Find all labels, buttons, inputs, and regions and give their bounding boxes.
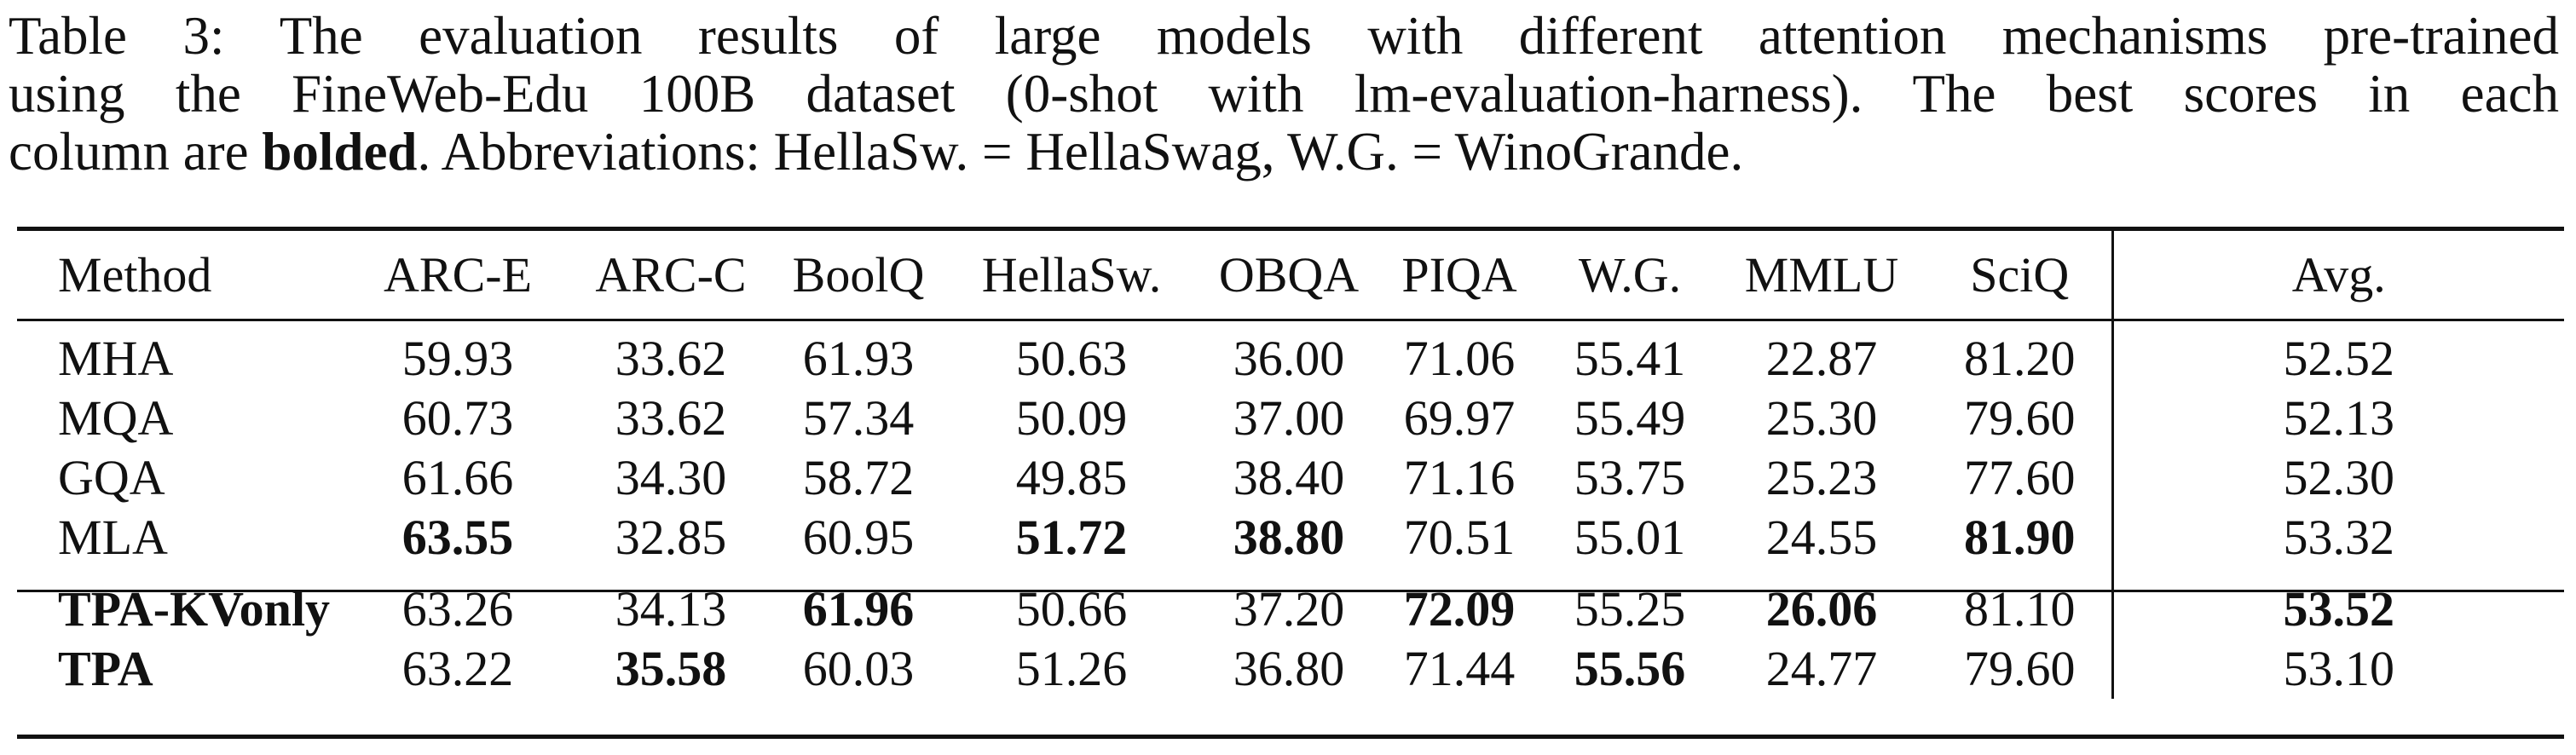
method-cell: MHA [58,331,174,386]
boolq-cell: 61.96 [802,581,915,637]
hellaswag-cell: 50.63 [1015,331,1128,386]
caption-line-2: using the FineWeb-Edu 100B dataset (0-sh… [9,64,2559,124]
piqa-cell: 69.97 [1403,390,1516,446]
arc-e-cell: 60.73 [401,390,514,446]
top-rule [17,227,2564,231]
table-row: MHA 59.93 33.62 61.93 50.63 36.00 71.06 55.41 22… [17,319,2564,389]
sciq-cell: 77.60 [1928,448,2114,508]
caption-line-1: Table 3: The evaluation results of large… [9,6,2559,66]
obqa-cell: 36.80 [1233,641,1345,696]
winogrande-cell: 55.56 [1574,641,1686,696]
arc-e-cell: 63.26 [401,581,514,637]
sciq-cell: 79.60 [1928,639,2114,699]
avg-cell: 52.52 [2283,331,2395,386]
boolq-cell: 58.72 [802,450,915,505]
table-row: MLA 63.55 32.85 60.95 51.72 38.80 70.51 55.01 24… [17,508,2564,568]
hellaswag-cell: 50.66 [1015,581,1128,637]
obqa-cell: 37.20 [1233,581,1345,637]
arc-c-cell: 34.13 [615,581,727,637]
arc-c-cell: 32.85 [615,510,727,565]
table-row: GQA 61.66 34.30 58.72 49.85 38.40 71.16 53.75 25… [17,448,2564,508]
winogrande-cell: 53.75 [1574,450,1686,505]
avg-cell: 53.32 [2283,510,2395,565]
caption-line-3: column are bolded. Abbreviations: HellaS… [9,123,2559,181]
boolq-cell: 60.95 [802,510,915,565]
header-hellaswag: HellaSw. [981,246,1162,303]
header-row: Method ARC-E ARC-C BoolQ HellaSw. OBQA P… [17,231,2564,319]
hellaswag-cell: 51.72 [1015,510,1128,565]
arc-c-cell: 34.30 [615,450,727,505]
header-avg: Avg. [2291,246,2386,303]
header-arc-e: ARC-E [384,246,532,303]
mmlu-cell: 25.23 [1765,450,1878,505]
arc-e-cell: 61.66 [401,450,514,505]
mmlu-cell: 24.55 [1765,510,1878,565]
table-row: TPA 63.22 35.58 60.03 51.26 36.80 71.44 55.56 24… [17,639,2564,699]
sciq-cell: 79.60 [1928,389,2114,448]
piqa-cell: 70.51 [1403,510,1516,565]
arc-e-cell: 63.22 [401,641,514,696]
method-cell: MQA [58,390,174,446]
header-method: Method [58,246,212,303]
method-cell: GQA [58,450,165,505]
avg-cell: 52.30 [2283,450,2395,505]
group-rule [17,590,2564,592]
avg-cell: 53.52 [2283,581,2395,637]
table-row: MQA 60.73 33.62 57.34 50.09 37.00 69.97 55.49 25… [17,389,2564,448]
method-cell: TPA [58,641,153,696]
mmlu-cell: 24.77 [1765,641,1878,696]
table-row: TPA-KVonly 63.26 34.13 61.96 50.66 37.20 72.09… [17,568,2564,639]
mmlu-cell: 26.06 [1765,581,1878,637]
caption-line-3-start: column are [9,122,263,182]
sciq-cell: 81.20 [1928,319,2114,389]
winogrande-cell: 55.25 [1574,581,1686,637]
boolq-cell: 61.93 [802,331,915,386]
avg-cell: 53.10 [2283,641,2395,696]
obqa-cell: 36.00 [1233,331,1345,386]
arc-c-cell: 35.58 [615,641,727,696]
header-obqa: OBQA [1218,246,1360,303]
piqa-cell: 71.44 [1403,641,1516,696]
caption-bolded-word: bolded [262,122,418,182]
header-mmlu: MMLU [1744,246,1899,303]
hellaswag-cell: 50.09 [1015,390,1128,446]
baseline-group: MHA 59.93 33.62 61.93 50.63 36.00 71.06 55.41 22… [17,319,2564,568]
table-caption: Table 3: The evaluation results of large… [9,7,2559,181]
mmlu-cell: 22.87 [1765,331,1878,386]
piqa-cell: 72.09 [1403,581,1516,637]
header-piqa: PIQA [1401,246,1517,303]
header-arc-c: ARC-C [595,246,747,303]
header-rule [17,319,2564,321]
hellaswag-cell: 49.85 [1015,450,1128,505]
obqa-cell: 38.40 [1233,450,1345,505]
mmlu-cell: 25.30 [1765,390,1878,446]
piqa-cell: 71.06 [1403,331,1516,386]
results-table: Method ARC-E ARC-C BoolQ HellaSw. OBQA P… [17,231,2564,699]
boolq-cell: 57.34 [802,390,915,446]
header-boolq: BoolQ [792,246,925,303]
hellaswag-cell: 51.26 [1015,641,1128,696]
obqa-cell: 37.00 [1233,390,1345,446]
caption-line-3-end: . Abbreviations: HellaSw. = HellaSwag, W… [417,122,1744,182]
method-cell: TPA-KVonly [58,581,331,637]
sciq-cell: 81.10 [1928,568,2114,639]
bottom-rule [17,735,2564,739]
arc-c-cell: 33.62 [615,390,727,446]
sciq-cell: 81.90 [1928,508,2114,568]
method-cell: MLA [58,510,168,565]
winogrande-cell: 55.49 [1574,390,1686,446]
header-sciq: SciQ [1928,231,2114,319]
header-winogrande: W.G. [1578,246,1682,303]
winogrande-cell: 55.41 [1574,331,1686,386]
arc-e-cell: 59.93 [401,331,514,386]
tpa-group: TPA-KVonly 63.26 34.13 61.96 50.66 37.20 72.09… [17,568,2564,699]
piqa-cell: 71.16 [1403,450,1516,505]
avg-cell: 52.13 [2283,390,2395,446]
obqa-cell: 38.80 [1233,510,1345,565]
arc-e-cell: 63.55 [401,510,514,565]
winogrande-cell: 55.01 [1574,510,1686,565]
boolq-cell: 60.03 [802,641,915,696]
arc-c-cell: 33.62 [615,331,727,386]
